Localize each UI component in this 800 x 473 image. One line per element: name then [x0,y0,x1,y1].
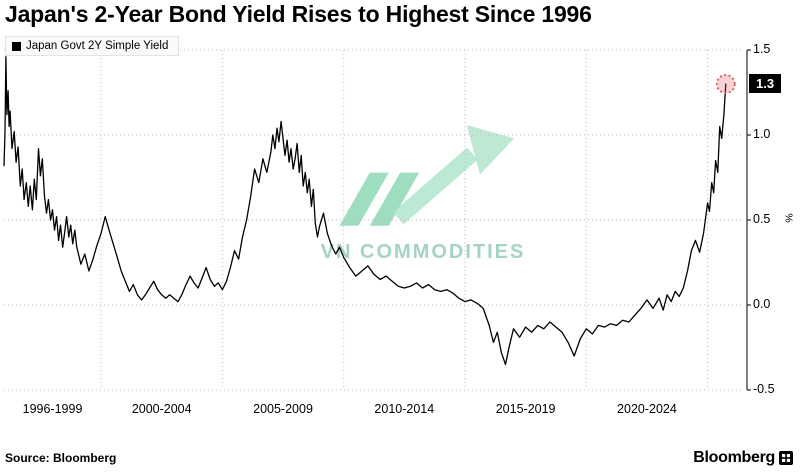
source-note: Source: Bloomberg [5,451,117,465]
bloomberg-terminal-icon [779,451,793,465]
y-axis-tick-label: 1.0 [753,127,771,141]
watermark-arrow-icon [339,125,515,226]
y-axis-unit-label: % [782,213,795,223]
bloomberg-logo: Bloomberg [693,449,793,467]
y-axis-tick-label: 0.5 [753,212,771,226]
legend-series-label: Japan Govt 2Y Simple Yield [26,40,169,52]
x-axis-tick-label: 2015-2019 [495,402,556,416]
watermark-text: VN COMMODITIES [320,241,526,263]
latest-point-highlight-circle [715,74,736,94]
chart-title: Japan's 2-Year Bond Yield Rises to Highe… [5,1,592,27]
watermark: VN COMMODITIES [318,118,528,264]
legend: Japan Govt 2Y Simple Yield [5,36,180,56]
legend-series-marker-icon [12,41,21,51]
x-axis-tick-label: 2010-2014 [374,402,435,416]
y-axis-tick-label: -0.5 [753,382,775,396]
last-value-label: 1.3 [749,74,782,93]
y-axis-tick-label: 0.0 [753,297,771,311]
x-axis-tick-label: 2020-2024 [617,402,677,416]
y-axis-tick-label: 1.5 [753,42,771,56]
bloomberg-wordmark: Bloomberg [693,449,775,466]
x-axis-tick-label: 2005-2009 [253,402,313,416]
x-axis-tick-label: 1996-1999 [22,402,83,416]
yield-series-line [3,56,727,366]
x-axis-tick-label: 2000-2004 [131,402,192,416]
